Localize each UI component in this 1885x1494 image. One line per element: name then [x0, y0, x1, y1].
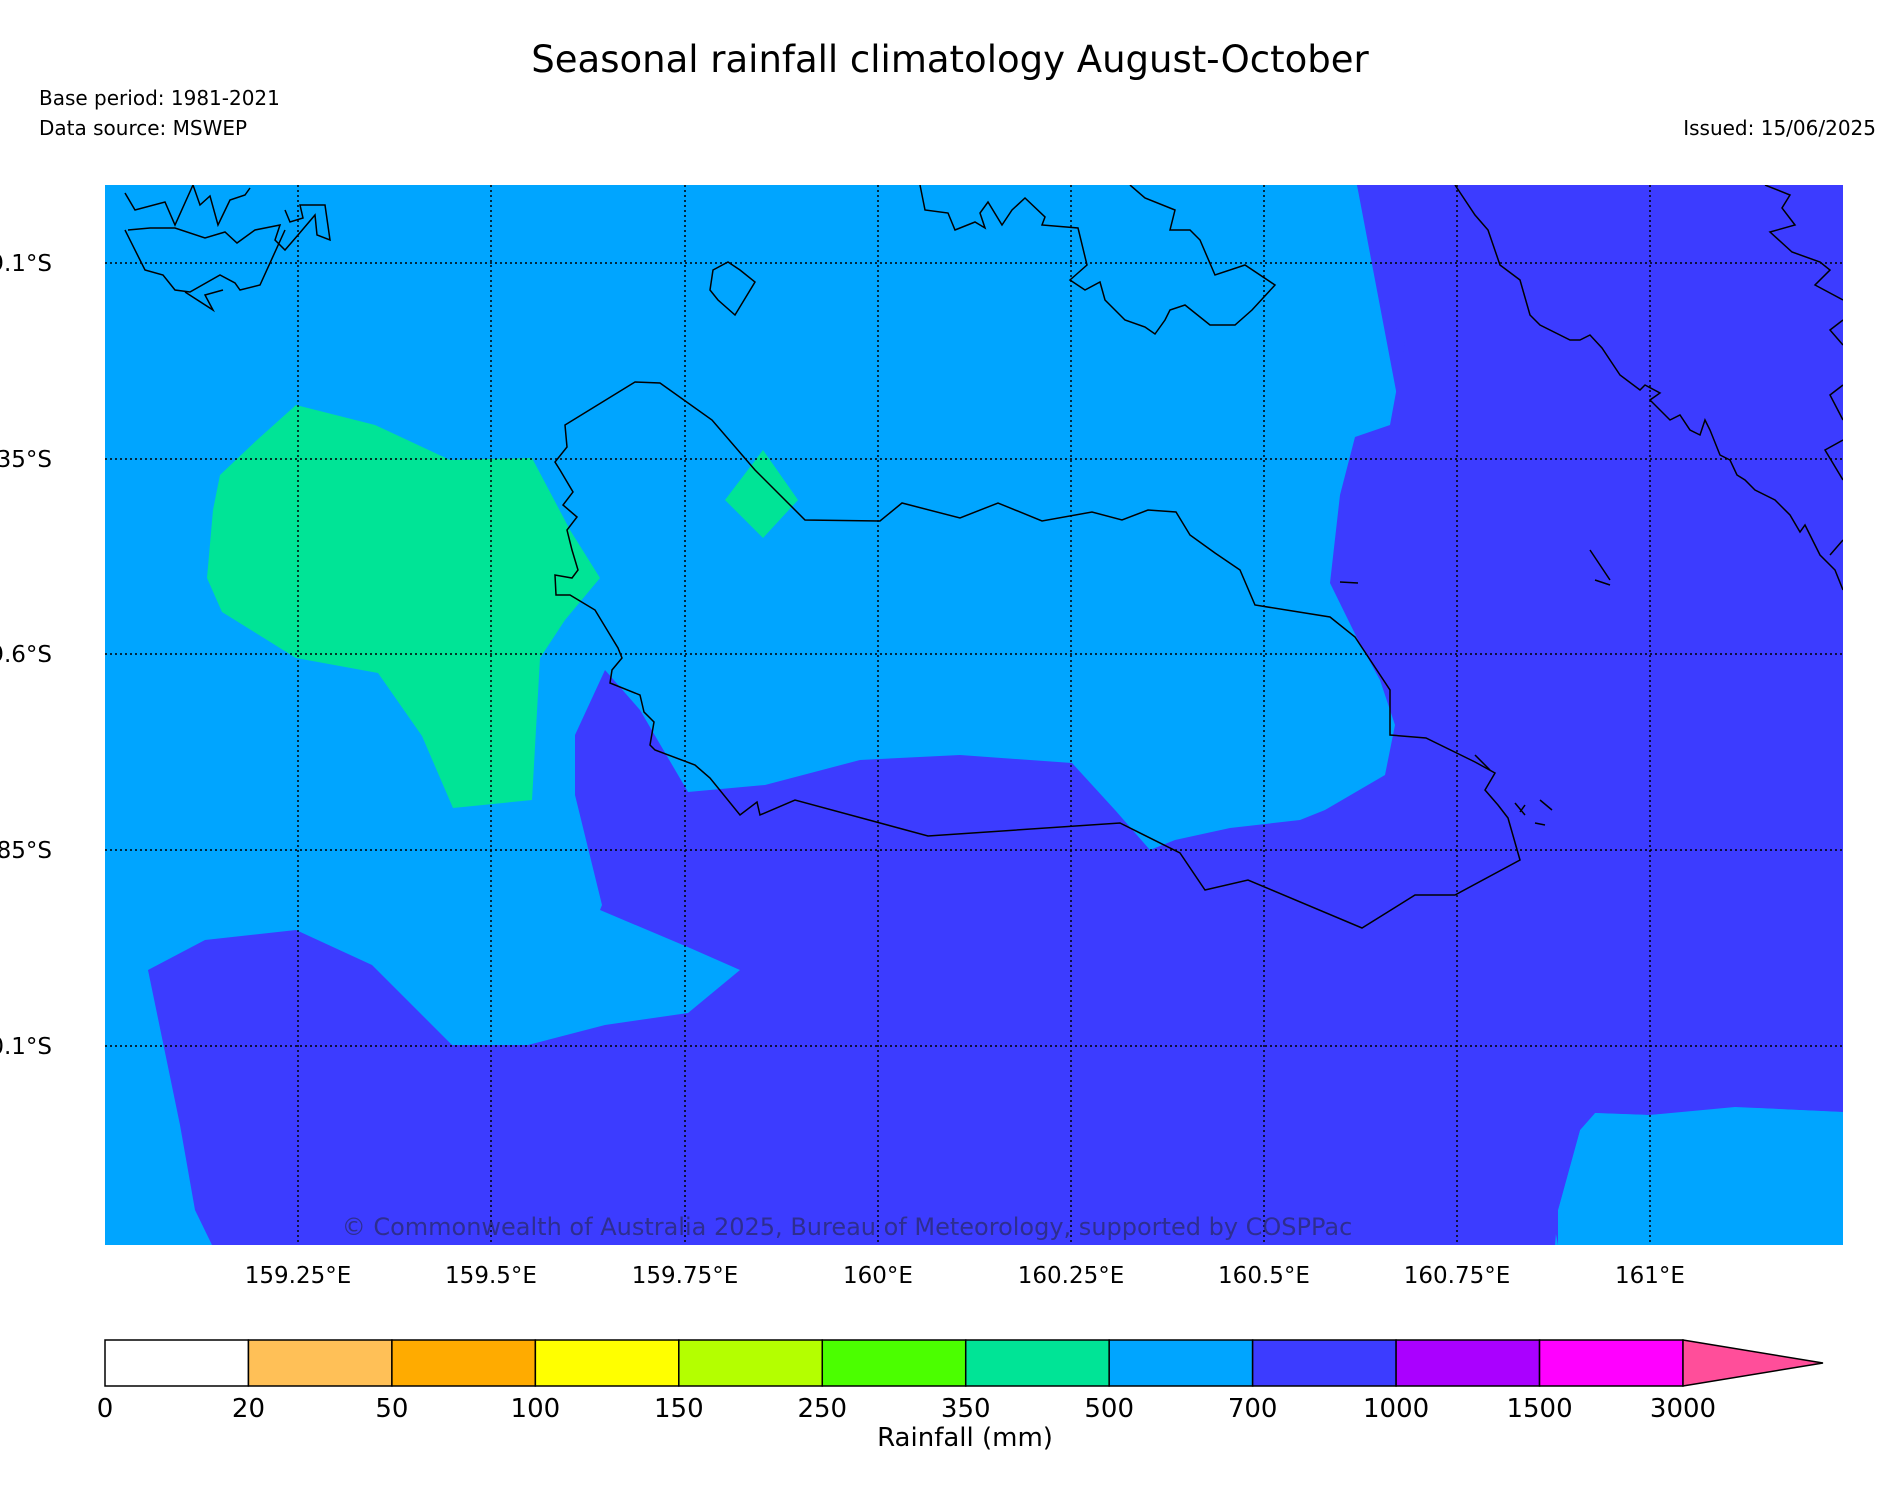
- fill-700-1000-east-body: [148, 185, 1843, 1245]
- malaita-east-coast: [1764, 185, 1843, 556]
- issued-date: Issued: 15/06/2025: [1683, 116, 1876, 140]
- coast-fragments: [1339, 549, 1611, 826]
- lon-label: 159.5°E: [445, 1263, 537, 1289]
- colorbar-tick-label: 100: [511, 1394, 561, 1424]
- colorbar-tick-label: 1500: [1506, 1394, 1572, 1424]
- lon-labels: 159.25°E 159.5°E 159.75°E 160°E 160.25°E…: [245, 1263, 1685, 1289]
- data-source: Data source: MSWEP: [39, 116, 248, 140]
- copyright-notice: © Commonwealth of Australia 2025, Bureau…: [342, 1213, 1353, 1241]
- lat-label: 9.85°S: [0, 838, 52, 864]
- colorbar-tick-label: 0: [97, 1394, 114, 1424]
- colorbar-tick-label: 1000: [1363, 1394, 1429, 1424]
- colorbar-bin: [821, 1339, 967, 1387]
- colorbar-tick-label: 150: [654, 1394, 704, 1424]
- base-period: Base period: 1981-2021: [39, 86, 280, 110]
- rainfall-field: [105, 185, 1843, 1245]
- malaita-coast: [1454, 185, 1843, 591]
- fill-350-500-small: [725, 450, 798, 538]
- lat-label: 9.1°S: [0, 251, 52, 277]
- colorbar-bin: [1395, 1339, 1541, 1387]
- graticule: [105, 185, 1843, 1245]
- colorbar-bin: [247, 1339, 393, 1387]
- lon-label: 160.25°E: [1018, 1263, 1125, 1289]
- florida-islands-coast: [919, 185, 1277, 336]
- colorbar-bin: [534, 1339, 680, 1387]
- colorbar-bin: [678, 1339, 824, 1387]
- colorbar-tick-label: 3000: [1650, 1394, 1716, 1424]
- lat-labels: 9.1°S 9.35°S 9.6°S 9.85°S 10.1°S: [0, 251, 52, 1060]
- colorbar-extend-arrow: [1682, 1339, 1824, 1387]
- colorbar-tick-label: 250: [797, 1394, 847, 1424]
- savo-coast-1: [124, 185, 331, 313]
- colorbar-tick-label: 350: [941, 1394, 991, 1424]
- fill-350-500-west: [207, 405, 600, 808]
- map-title: Seasonal rainfall climatology August-Oct…: [531, 38, 1369, 81]
- colorbar-bin: [1251, 1339, 1397, 1387]
- colorbar-bin: [104, 1339, 250, 1387]
- coastlines: [124, 185, 1843, 929]
- colorbar-bin: [391, 1339, 537, 1387]
- lat-label: 10.1°S: [0, 1034, 52, 1060]
- colorbar-bin: [1538, 1339, 1684, 1387]
- colorbar-label: Rainfall (mm): [877, 1423, 1053, 1453]
- lon-label: 160.5°E: [1218, 1263, 1310, 1289]
- colorbar-bin: [1108, 1339, 1254, 1387]
- colorbar-tick-label: 500: [1084, 1394, 1134, 1424]
- colorbar-tick-label: 700: [1228, 1394, 1278, 1424]
- lon-label: 159.75°E: [632, 1263, 739, 1289]
- lon-label: 161°E: [1615, 1263, 1685, 1289]
- colorbar-tick-label: 50: [375, 1394, 408, 1424]
- colorbar-bin: [964, 1339, 1110, 1387]
- lat-label: 9.35°S: [0, 447, 52, 473]
- colorbar-tick-label: 20: [232, 1394, 265, 1424]
- colorbar-ticks: 0 20 50 100 150 250 350 500 700 1000 1500 3000: [97, 1394, 1716, 1424]
- lon-label: 160.75°E: [1404, 1263, 1511, 1289]
- guadalcanal-coast: [554, 381, 1521, 929]
- fill-500-700-southeast: [1558, 1107, 1843, 1245]
- lat-label: 9.6°S: [0, 642, 52, 668]
- lon-label: 160°E: [843, 1263, 913, 1289]
- lon-label: 159.25°E: [245, 1263, 352, 1289]
- colorbar: [104, 1339, 1824, 1387]
